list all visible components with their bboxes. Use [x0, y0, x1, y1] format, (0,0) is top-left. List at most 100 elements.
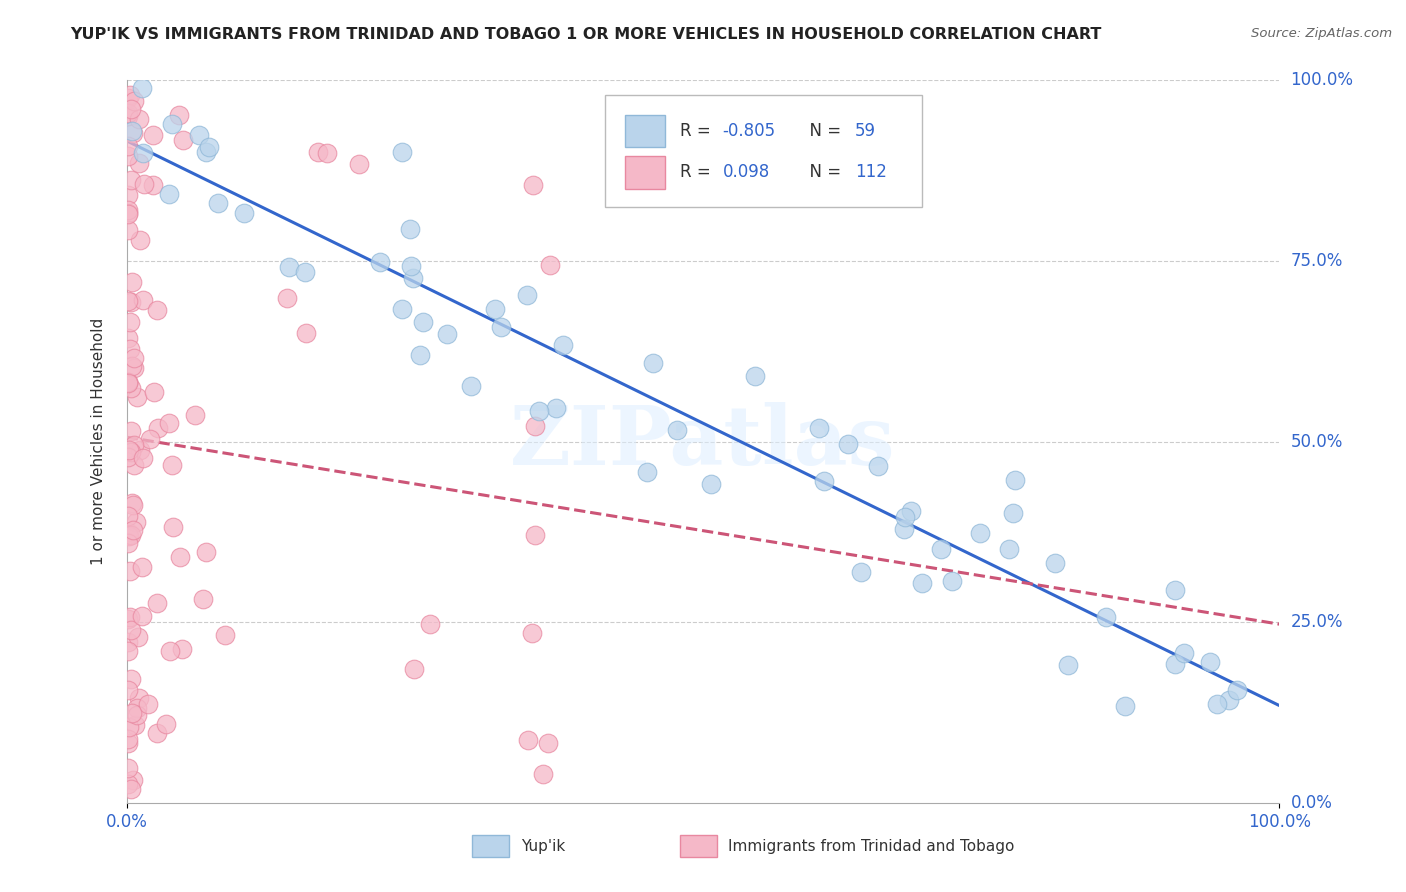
Point [117, 202, 139, 217]
Point [117, 528, 139, 542]
Text: N =: N = [799, 163, 846, 181]
Point [118, 610, 141, 624]
Point [294, 265, 316, 279]
Point [117, 207, 139, 221]
Point [900, 504, 922, 518]
Point [529, 404, 551, 418]
Point [117, 644, 139, 658]
Point [1226, 682, 1249, 697]
Point [143, 384, 166, 399]
Point [160, 117, 183, 131]
Point [117, 761, 139, 775]
Point [122, 773, 145, 788]
Point [117, 375, 139, 389]
Point [1004, 473, 1026, 487]
Point [531, 767, 554, 781]
Point [118, 529, 141, 543]
Point [636, 465, 658, 479]
Point [187, 128, 209, 143]
Point [117, 732, 139, 747]
Point [120, 87, 142, 102]
Point [307, 145, 329, 159]
Point [128, 691, 150, 706]
Point [120, 445, 142, 459]
Point [121, 496, 143, 510]
Point [641, 356, 664, 370]
Point [118, 719, 141, 733]
Text: -0.805: -0.805 [723, 122, 776, 140]
Point [131, 559, 153, 574]
Text: 0.0%: 0.0% [1291, 794, 1333, 812]
Bar [472, 835, 509, 857]
Point [122, 126, 145, 140]
Text: 100.0%: 100.0% [1291, 71, 1354, 89]
Point [399, 259, 422, 273]
Text: 50.0%: 50.0% [1291, 433, 1343, 450]
Bar [624, 115, 665, 147]
Point [162, 458, 184, 472]
Point [117, 683, 139, 698]
Point [198, 140, 221, 154]
Point [117, 206, 139, 220]
Y-axis label: 1 or more Vehicles in Household: 1 or more Vehicles in Household [91, 318, 105, 566]
Point [117, 635, 139, 649]
Point [120, 527, 142, 541]
Point [1173, 647, 1195, 661]
Point [120, 343, 142, 357]
Point [484, 301, 506, 316]
Point [813, 474, 835, 488]
Point [404, 662, 426, 676]
Point [124, 718, 146, 732]
Point [122, 523, 145, 537]
Point [127, 630, 149, 644]
Point [146, 420, 169, 434]
Point [121, 706, 143, 720]
Point [1094, 610, 1116, 624]
Point [159, 644, 181, 658]
Point [117, 293, 139, 308]
Point [117, 736, 139, 750]
Point [837, 436, 859, 450]
Point [122, 94, 145, 108]
Point [1164, 582, 1187, 597]
Point [551, 337, 574, 351]
Point [117, 149, 139, 163]
Point [998, 542, 1021, 557]
Point [139, 432, 162, 446]
Text: Immigrants from Trinidad and Tobago: Immigrants from Trinidad and Tobago [728, 838, 1015, 854]
Point [117, 777, 139, 791]
Point [170, 642, 193, 657]
Point [121, 275, 143, 289]
Point [155, 717, 177, 731]
FancyBboxPatch shape [605, 95, 922, 207]
Point [699, 477, 721, 491]
Point [538, 258, 561, 272]
Point [1199, 655, 1222, 669]
Point [117, 508, 139, 523]
Point [419, 616, 441, 631]
Point [214, 628, 236, 642]
Bar [624, 156, 665, 189]
Point [391, 302, 413, 317]
Point [544, 401, 567, 415]
Point [117, 612, 139, 626]
Point [132, 177, 155, 191]
Point [117, 91, 139, 105]
Point [122, 458, 145, 473]
Point [169, 108, 191, 122]
Point [194, 544, 217, 558]
Point [157, 187, 180, 202]
Point [132, 451, 155, 466]
Point [120, 673, 142, 687]
Point [131, 80, 153, 95]
Point [436, 327, 458, 342]
Text: YUP'IK VS IMMIGRANTS FROM TRINIDAD AND TOBAGO 1 OR MORE VEHICLES IN HOUSEHOLD CO: YUP'IK VS IMMIGRANTS FROM TRINIDAD AND T… [70, 27, 1102, 42]
Point [125, 515, 148, 529]
Point [866, 458, 889, 473]
Point [122, 351, 145, 365]
Text: N =: N = [799, 122, 846, 140]
Point [893, 522, 915, 536]
Point [195, 145, 218, 160]
Point [402, 271, 425, 285]
Point [120, 294, 142, 309]
